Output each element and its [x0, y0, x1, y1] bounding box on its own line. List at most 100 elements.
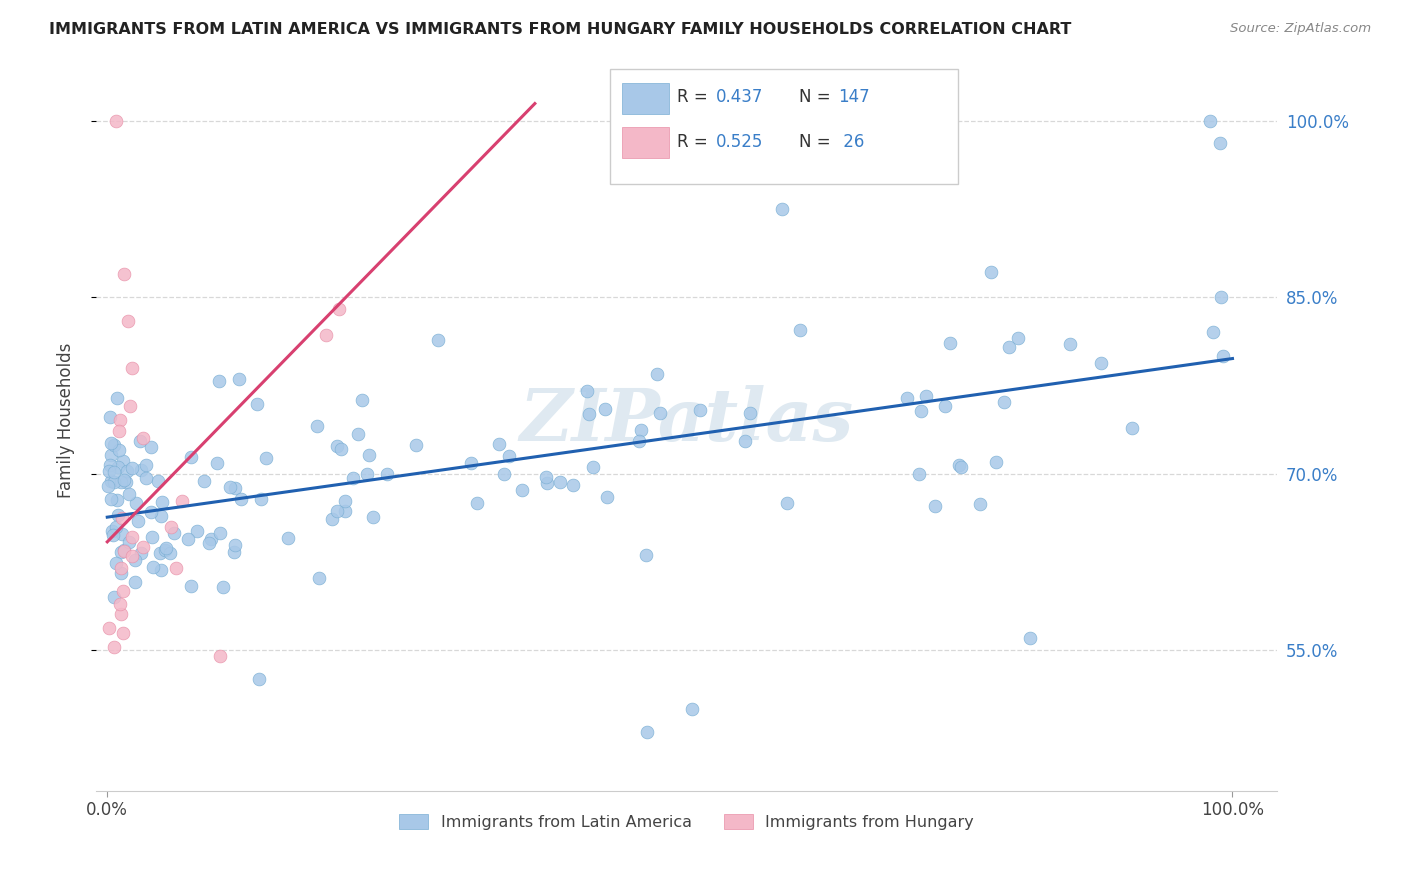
Point: [112, 542, 135, 557]
Point: [305, 418, 328, 433]
Point: [118, 487, 141, 501]
Point: [1212, 349, 1234, 363]
Point: [124, 553, 146, 567]
Point: [104, 556, 127, 570]
Point: [405, 437, 427, 451]
Text: 0.525: 0.525: [716, 133, 763, 151]
Point: [1211, 290, 1233, 304]
Point: [277, 531, 299, 545]
Point: [110, 475, 132, 489]
Point: [219, 480, 242, 494]
Point: [112, 267, 135, 281]
Point: [124, 574, 146, 589]
Point: [246, 397, 269, 411]
Point: [1202, 325, 1225, 339]
Point: [100, 492, 122, 507]
Point: [254, 451, 277, 466]
Point: [1121, 421, 1143, 435]
Point: [347, 426, 370, 441]
Text: 0.437: 0.437: [716, 88, 763, 106]
Point: [328, 302, 350, 317]
Point: [101, 524, 124, 538]
Point: [170, 494, 193, 508]
Text: Source: ZipAtlas.com: Source: ZipAtlas.com: [1230, 22, 1371, 36]
Point: [208, 374, 231, 388]
Point: [738, 406, 761, 420]
Point: [249, 491, 271, 506]
Point: [993, 395, 1015, 409]
Point: [998, 340, 1021, 354]
Point: [208, 526, 231, 541]
Point: [110, 545, 132, 559]
Point: [155, 541, 177, 555]
Point: [103, 438, 125, 452]
Point: [498, 450, 520, 464]
Text: IMMIGRANTS FROM LATIN AMERICA VS IMMIGRANTS FROM HUNGARY FAMILY HOUSEHOLDS CORRE: IMMIGRANTS FROM LATIN AMERICA VS IMMIGRA…: [49, 22, 1071, 37]
Point: [228, 372, 250, 386]
Point: [198, 535, 221, 549]
Point: [112, 454, 135, 468]
Point: [488, 436, 510, 450]
Point: [97, 464, 120, 478]
Point: [139, 505, 162, 519]
Point: [352, 392, 374, 407]
Point: [576, 384, 599, 399]
Point: [510, 483, 533, 498]
Point: [103, 640, 125, 654]
Point: [938, 336, 960, 351]
Point: [969, 497, 991, 511]
Point: [110, 560, 132, 574]
Point: [100, 458, 122, 472]
Point: [948, 458, 970, 472]
Point: [1199, 114, 1222, 128]
Point: [908, 467, 931, 481]
Point: [249, 672, 271, 686]
Point: [135, 471, 157, 485]
Point: [734, 434, 756, 448]
Point: [159, 546, 181, 560]
Point: [224, 538, 246, 552]
Point: [636, 725, 658, 739]
Point: [229, 491, 252, 506]
Point: [125, 495, 148, 509]
Point: [129, 546, 152, 560]
Point: [121, 531, 143, 545]
Point: [118, 534, 141, 549]
Point: [208, 648, 231, 663]
Point: [165, 560, 187, 574]
Point: [141, 440, 163, 454]
Point: [689, 403, 711, 417]
FancyBboxPatch shape: [610, 70, 959, 184]
Point: [180, 579, 202, 593]
Point: [153, 543, 176, 558]
Point: [112, 543, 135, 558]
Point: [321, 512, 343, 526]
Point: [596, 491, 619, 505]
Point: [135, 458, 157, 472]
Point: [986, 455, 1008, 469]
Point: [162, 525, 184, 540]
Point: [100, 474, 122, 488]
Point: [149, 546, 172, 560]
Point: [361, 510, 384, 524]
Point: [108, 413, 131, 427]
Point: [112, 473, 135, 487]
Point: [180, 450, 202, 465]
Point: [105, 391, 128, 405]
Point: [150, 563, 173, 577]
Point: [980, 265, 1002, 279]
Point: [98, 410, 121, 425]
Point: [333, 494, 356, 508]
Point: [550, 475, 572, 489]
Point: [907, 114, 929, 128]
Point: [329, 442, 352, 456]
Point: [315, 328, 337, 343]
Point: [325, 439, 347, 453]
Point: [112, 625, 135, 640]
Point: [465, 496, 488, 510]
Legend: Immigrants from Latin America, Immigrants from Hungary: Immigrants from Latin America, Immigrant…: [394, 807, 980, 836]
Point: [110, 566, 132, 580]
Point: [200, 533, 222, 547]
Point: [1007, 331, 1029, 345]
Point: [562, 478, 585, 492]
